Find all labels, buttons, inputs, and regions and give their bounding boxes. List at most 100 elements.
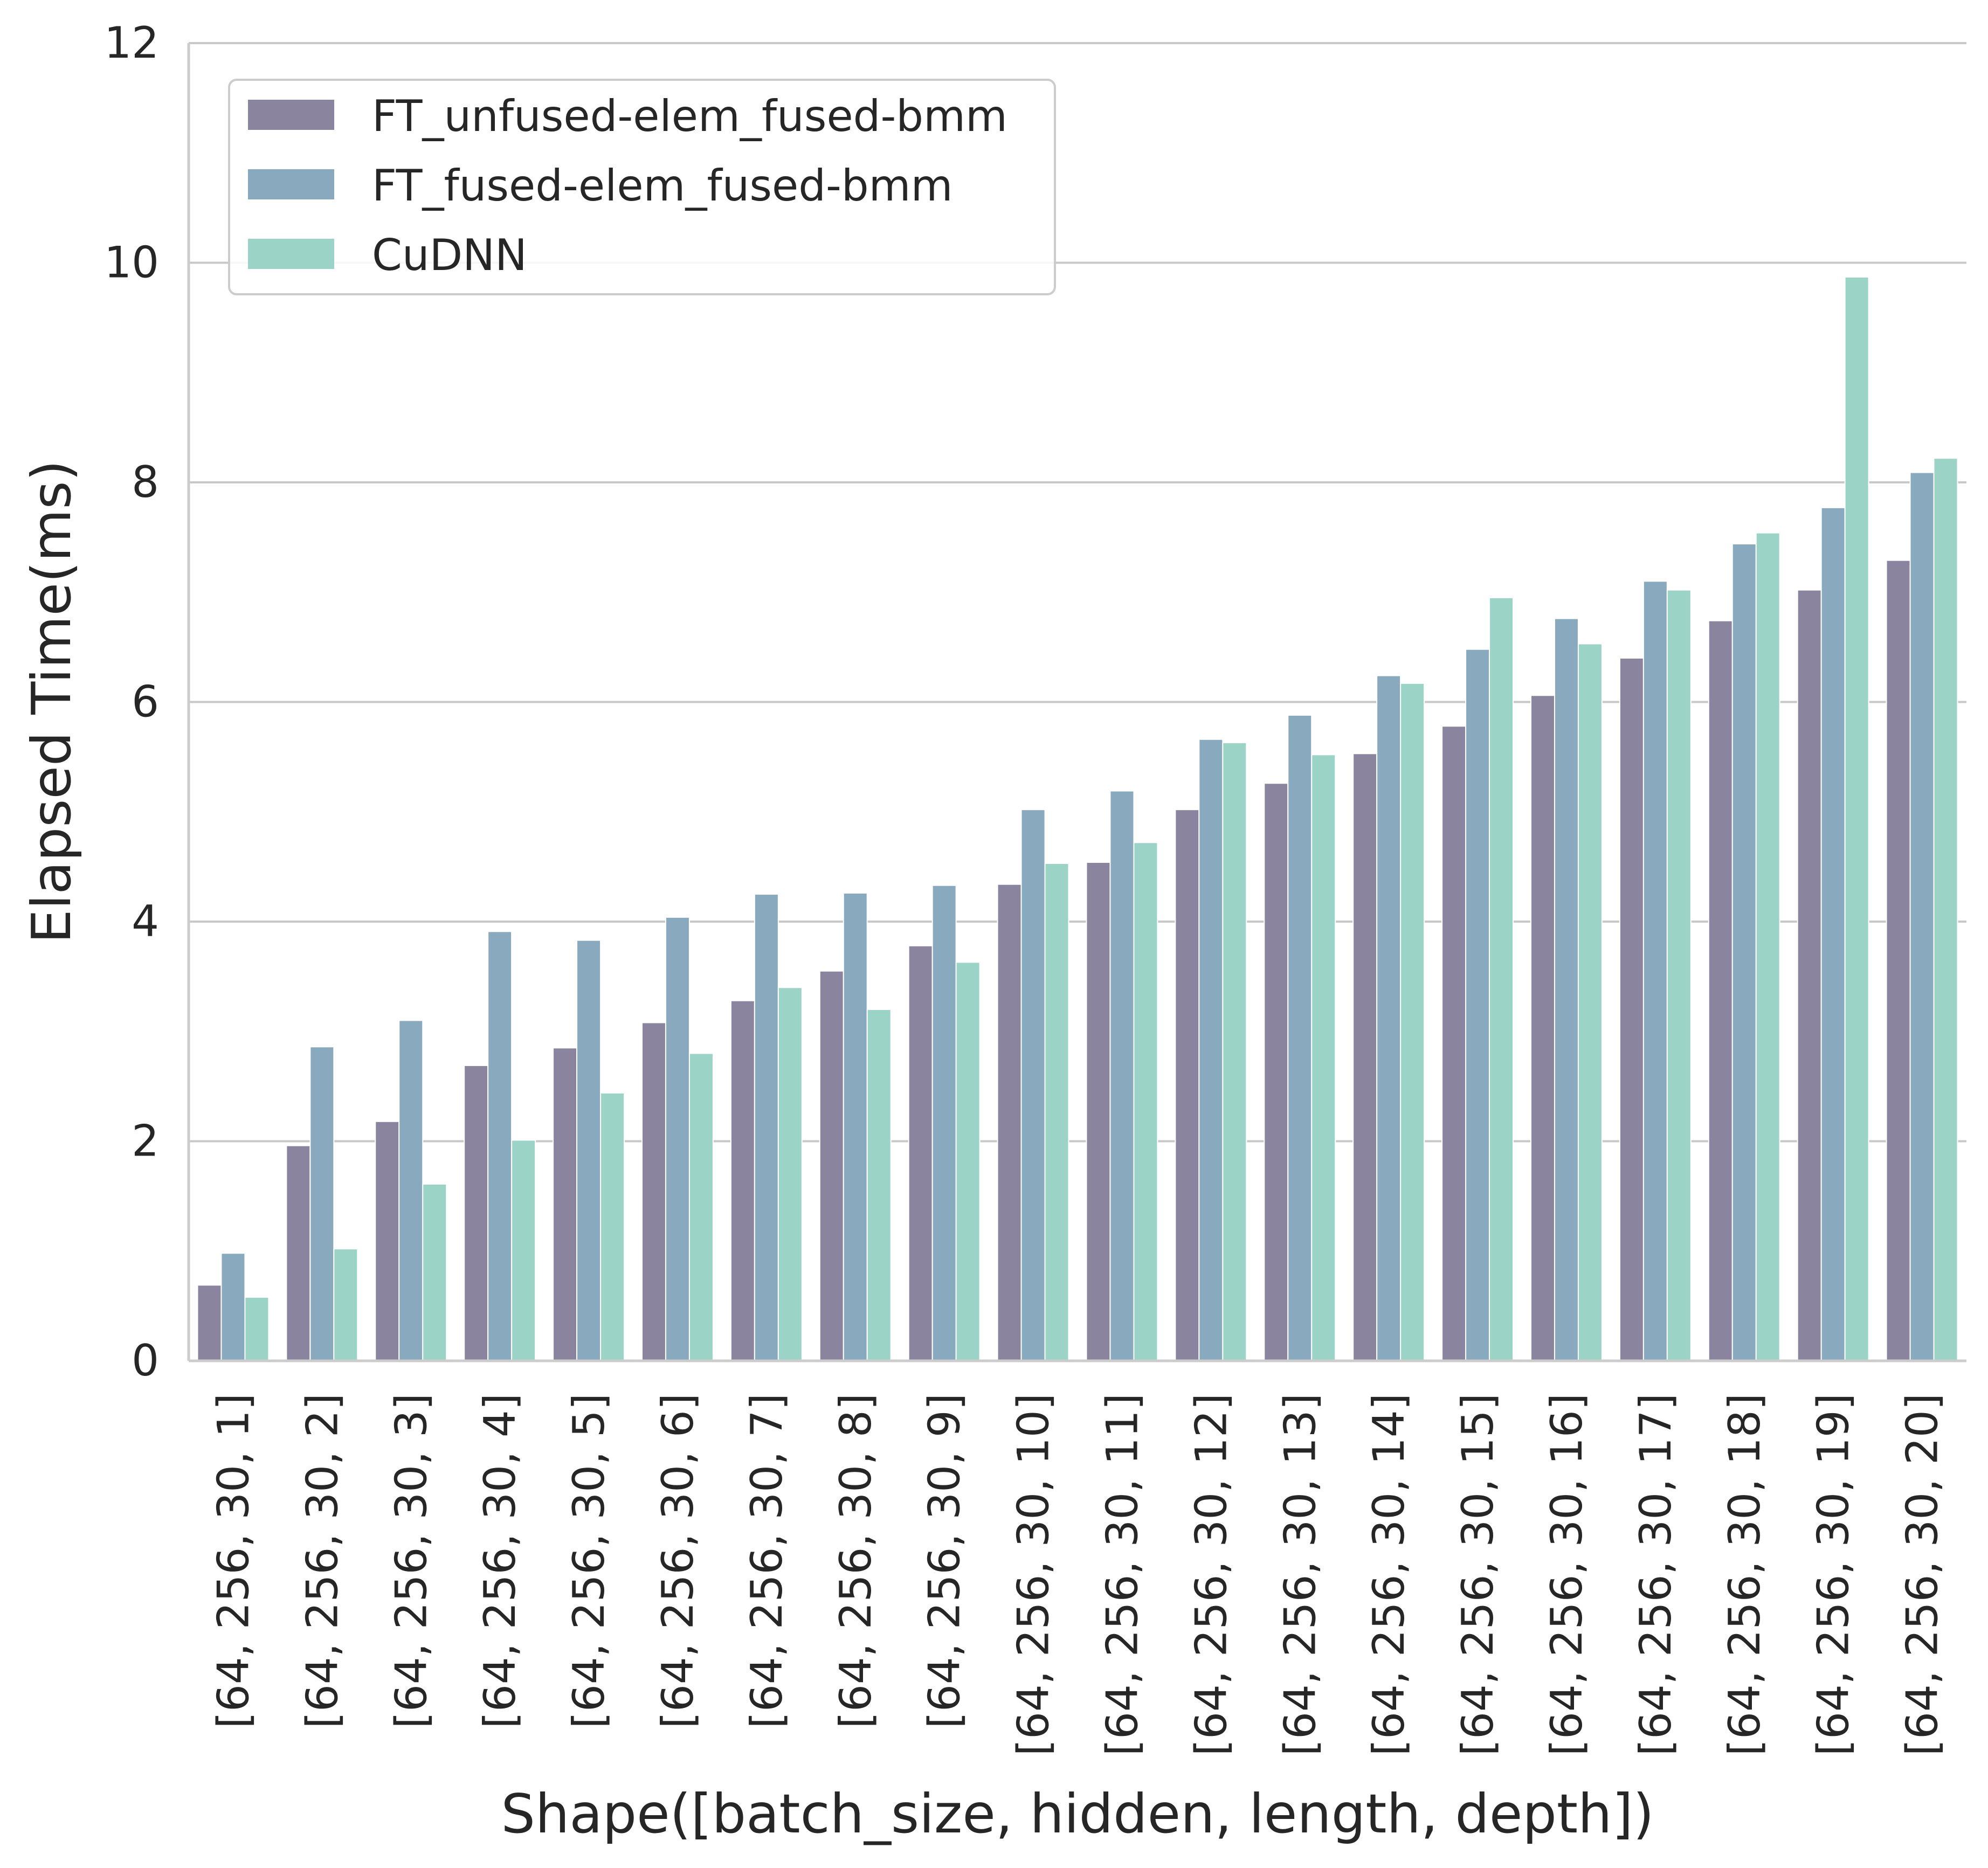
bar-series1-cat1 [309,1046,335,1361]
bar-series1-cat7 [843,893,868,1361]
x-tick-label: [64, 256, 30, 9] [920,1393,970,1728]
x-tick-label: [64, 256, 30, 13] [1275,1393,1325,1756]
legend-label-0: FT_unfused-elem_fused-bmm [372,91,1007,141]
bar-series0-cat1 [286,1145,311,1361]
x-tick-label: [64, 256, 30, 2] [297,1393,347,1728]
x-axis-label: Shape([batch_size, hidden, length, depth… [501,1782,1654,1845]
x-tick-label: [64, 256, 30, 17] [1631,1393,1681,1756]
bar-series2-cat10 [1133,842,1158,1362]
bar-series1-cat13 [1376,675,1402,1361]
bar-series2-cat3 [511,1139,536,1361]
x-tick-label: [64, 256, 30, 16] [1542,1393,1592,1756]
bar-series1-cat16 [1642,580,1668,1361]
bar-series0-cat17 [1708,620,1733,1361]
bar-series0-cat13 [1352,753,1378,1361]
x-tick-label: [64, 256, 30, 14] [1364,1393,1414,1756]
bar-series2-cat11 [1222,742,1247,1361]
bar-series2-cat5 [688,1053,714,1361]
bar-series0-cat9 [997,883,1022,1361]
bar-series1-cat18 [1820,507,1846,1361]
legend-frame [228,79,1056,295]
bar-series0-cat19 [1886,559,1911,1361]
x-tick-label: [64, 256, 30, 20] [1897,1393,1948,1756]
bar-series2-cat16 [1666,589,1692,1361]
bar-series2-cat0 [244,1296,270,1361]
x-tick-label: [64, 256, 30, 8] [831,1393,881,1728]
bar-series0-cat16 [1619,658,1644,1361]
legend-swatch-1 [248,169,334,199]
bar-series0-cat12 [1264,783,1289,1361]
bar-series1-cat17 [1731,543,1757,1361]
legend-label-1: FT_fused-elem_fused-bmm [372,161,953,211]
bar-series1-cat3 [487,931,513,1361]
y-tick-label: 6 [132,677,159,727]
bar-series2-cat1 [333,1248,358,1362]
bar-series2-cat19 [1933,458,1958,1361]
x-tick-label: [64, 256, 30, 12] [1186,1393,1236,1756]
bar-series1-cat4 [576,939,602,1361]
x-tick-label: [64, 256, 30, 4] [475,1393,525,1728]
bar-series0-cat8 [908,945,933,1361]
bar-series0-cat0 [197,1284,222,1362]
y-tick-labels: 0 2 4 6 8 10 12 [104,18,159,1386]
bar-series2-cat14 [1489,597,1514,1361]
bars [197,276,1958,1362]
bar-series1-cat15 [1554,618,1579,1361]
bar-series1-cat0 [220,1253,246,1361]
bar-series1-cat8 [931,884,957,1361]
bar-series2-cat18 [1844,276,1869,1361]
bar-series2-cat15 [1577,643,1603,1361]
x-tick-label: [64, 256, 30, 5] [564,1393,614,1728]
legend: FT_unfused-elem_fused-bmm FT_fused-elem_… [228,79,1056,295]
legend-label-2: CuDNN [372,230,527,280]
bar-series1-cat11 [1198,738,1224,1361]
bar-series0-cat2 [375,1120,400,1361]
legend-swatch-2 [248,239,334,269]
legend-swatch-0 [248,100,334,130]
y-tick-label: 0 [132,1336,159,1386]
y-tick-label: 2 [132,1116,159,1166]
bar-series0-cat3 [464,1064,489,1361]
bar-series0-cat7 [819,970,844,1361]
x-tick-label: [64, 256, 30, 7] [742,1393,792,1728]
bar-series0-cat5 [641,1022,666,1361]
bar-series0-cat14 [1441,725,1467,1361]
bar-series1-cat2 [398,1020,424,1361]
bar-series2-cat13 [1400,682,1425,1361]
bar-series0-cat11 [1175,809,1200,1362]
x-tick-label: [64, 256, 30, 15] [1453,1393,1503,1756]
bar-series0-cat6 [730,1000,755,1361]
x-tick-label: [64, 256, 30, 18] [1720,1393,1770,1756]
axes [187,43,1966,1362]
bar-series0-cat10 [1086,861,1111,1361]
y-axis-label: Elapsed Time(ms) [20,460,83,944]
x-tick-label: [64, 256, 30, 11] [1097,1393,1147,1756]
bar-series0-cat15 [1530,695,1555,1361]
bar-series0-cat4 [553,1047,578,1361]
bar-series2-cat9 [1044,863,1069,1361]
bar-series2-cat2 [422,1183,447,1361]
x-tick-label: [64, 256, 30, 10] [1009,1393,1059,1756]
x-tick-label: [64, 256, 30, 6] [653,1393,703,1728]
bar-series2-cat7 [866,1009,892,1361]
bar-series0-cat18 [1797,589,1822,1361]
x-tick-label: [64, 256, 30, 1] [208,1393,258,1728]
bar-series2-cat12 [1311,754,1336,1361]
x-tick-label: [64, 256, 30, 19] [1808,1393,1859,1756]
bar-series1-cat14 [1465,648,1490,1361]
bar-series1-cat10 [1109,790,1135,1361]
bar-series1-cat19 [1909,472,1935,1361]
bar-series1-cat5 [665,916,690,1361]
bar-series1-cat12 [1287,714,1313,1361]
bar-series2-cat4 [600,1092,625,1361]
bar-series2-cat17 [1755,532,1780,1361]
y-tick-label: 10 [104,238,159,288]
bar-series1-cat6 [754,894,779,1361]
bar-series2-cat8 [955,961,981,1361]
bar-series1-cat9 [1020,809,1046,1362]
y-tick-label: 4 [132,896,159,946]
y-tick-label: 12 [104,18,159,68]
x-tick-labels: [64, 256, 30, 1] [64, 256, 30, 2] [64, 256… [208,1393,1947,1756]
x-tick-label: [64, 256, 30, 3] [386,1393,436,1728]
